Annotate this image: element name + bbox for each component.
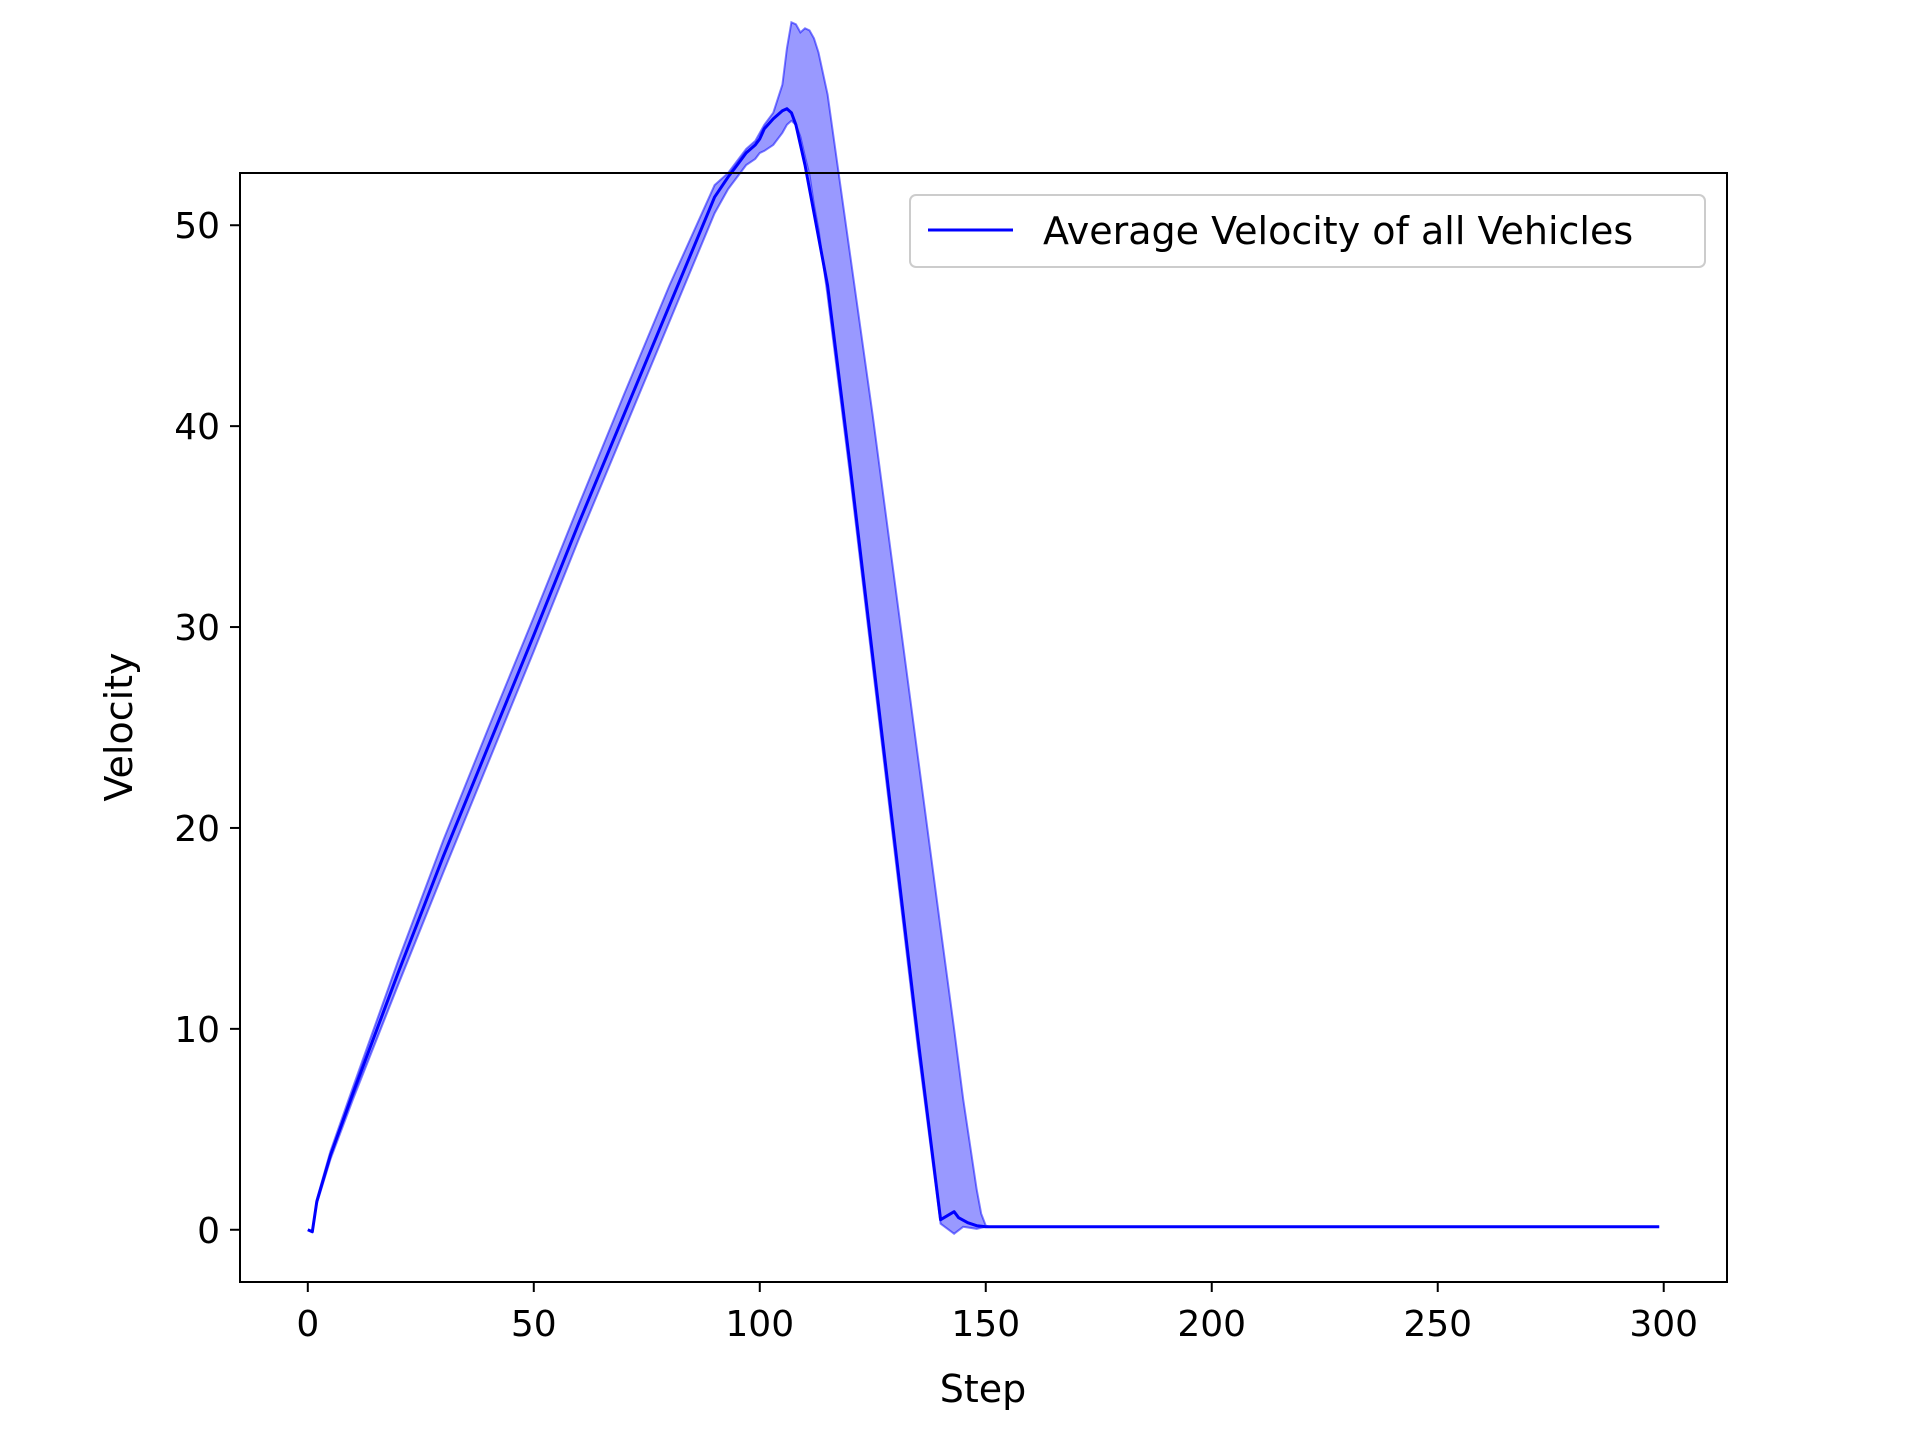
y-tick-label: 40 [174,407,220,448]
x-tick-label: 250 [1403,1304,1472,1345]
x-tick-label: 200 [1177,1304,1246,1345]
x-tick-label: 100 [725,1304,794,1345]
std-band [307,20,1660,1236]
series-line-0 [307,107,1660,1234]
plot-frame [239,172,1728,1283]
legend-entry-label: Average Velocity of all Vehicles [1043,209,1633,253]
x-axis: 0 50 100 150 200 250 300 [296,1282,1698,1345]
y-axis-label: Velocity [97,652,141,801]
x-axis-label: Step [940,1367,1027,1411]
y-tick-label: 10 [174,1010,220,1051]
y-tick-label: 50 [174,206,220,247]
legend: Average Velocity of all Vehicles [909,194,1706,268]
y-tick-label: 0 [197,1211,220,1252]
plot-layer [307,20,1660,1236]
x-tick-label: 300 [1629,1304,1698,1345]
x-tick-label: 50 [511,1304,557,1345]
x-tick-label: 150 [951,1304,1020,1345]
plot-area-background [240,173,1727,1282]
legend-box [909,194,1706,268]
y-tick-label: 20 [174,809,220,850]
x-tick-label: 0 [296,1304,319,1345]
y-axis: 0 10 20 30 40 50 [174,206,240,1252]
y-tick-label: 30 [174,608,220,649]
